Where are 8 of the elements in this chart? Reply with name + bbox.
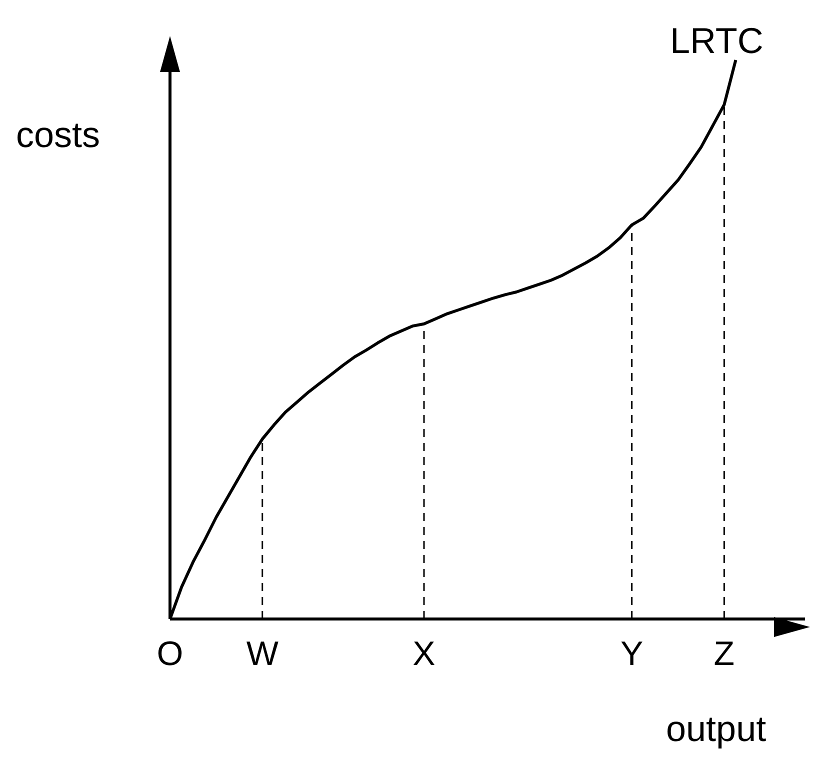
x-tick-label: Z — [714, 635, 735, 674]
x-tick-label: O — [156, 635, 184, 674]
y-axis-title: costs — [16, 114, 100, 156]
x-axis-title: output — [666, 708, 766, 750]
x-tick-label: W — [246, 635, 278, 674]
x-tick-label: Y — [620, 635, 644, 674]
series-label: LRTC — [670, 20, 764, 62]
x-tick-label: X — [412, 635, 436, 674]
